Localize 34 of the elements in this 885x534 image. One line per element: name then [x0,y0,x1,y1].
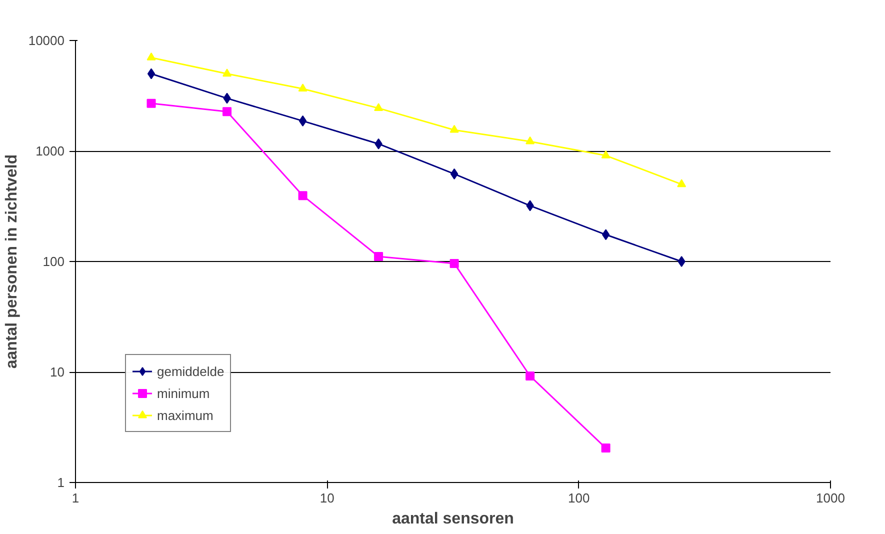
point [526,372,535,380]
point [222,68,232,77]
x-tick-label: 100 [568,490,590,506]
point [146,52,156,60]
point [298,191,308,200]
point [601,444,610,453]
point [601,150,610,158]
point [222,107,232,116]
point [374,252,384,261]
point [450,258,459,268]
y-axis-title: aantal personen in zichtveld [3,154,20,369]
x-tick-label: 10 [320,490,334,506]
x-tick-label: 1 [72,490,80,506]
point [678,256,686,267]
y-tick-label: 1 [57,475,65,490]
legend-label: minimum [157,386,210,400]
point [450,124,459,133]
point [146,98,156,108]
y-tick-label: 10000 [28,33,65,48]
legend-label: gemiddelde [157,364,224,378]
y-tick-label: 100 [42,254,65,269]
x-tick-label: 1000 [816,490,845,506]
y-tick-label: 10 [50,364,65,380]
y-tick-label: 1000 [36,144,64,158]
point [450,168,458,180]
point [147,68,156,80]
point [298,115,307,126]
point [374,103,384,112]
point [677,179,686,188]
point [298,84,308,92]
point [602,229,610,240]
x-axis-title: aantal sensoren [392,510,514,528]
legend-label: maximum [157,408,214,422]
point [526,136,535,144]
